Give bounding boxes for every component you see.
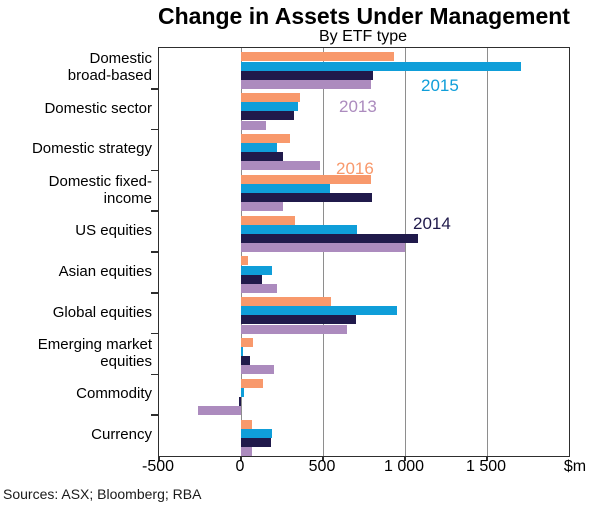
category-label: US equities <box>0 210 154 251</box>
bar-2015 <box>241 265 273 275</box>
bar-2014 <box>241 233 419 243</box>
bar-2015 <box>241 102 298 112</box>
bar-2013 <box>241 365 274 375</box>
category-label: Domestic broad-based <box>0 47 154 88</box>
gridline-1500 <box>487 48 488 456</box>
y-axis-category-labels: Domestic broad-based Domestic sector Domest… <box>0 47 154 455</box>
bar-2015 <box>241 183 331 193</box>
x-axis-label-1000: 1 000 <box>383 458 425 475</box>
series-label-2013: 2013 <box>339 97 377 116</box>
bar-2015 <box>241 387 245 397</box>
bar-2013 <box>241 446 252 456</box>
bar-2016 <box>241 419 253 429</box>
bar-2016 <box>241 297 332 307</box>
y-axis-tick <box>151 373 158 376</box>
bar-2016 <box>241 52 394 62</box>
series-label-2014: 2014 <box>413 214 451 233</box>
x-axis-tick <box>240 456 242 461</box>
bar-2015 <box>241 428 273 438</box>
gridline-1000 <box>405 48 406 456</box>
category-label-line: Domestic <box>89 50 152 68</box>
chart-title: Change in Assets Under Management <box>158 3 570 29</box>
bar-2016 <box>241 134 291 144</box>
y-axis-tick <box>151 169 158 172</box>
bar-2016 <box>241 215 296 225</box>
gridline-0 <box>241 48 242 456</box>
x-axis-tick <box>404 456 406 461</box>
x-axis-label--500: -500 <box>141 458 175 475</box>
y-axis-tick <box>151 251 158 253</box>
category-label-line: Domestic fixed- <box>48 172 152 190</box>
bar-2013 <box>241 242 405 252</box>
category-label-line: Global equities <box>52 303 152 321</box>
category-label-line: Commodity <box>76 385 152 403</box>
y-axis-tick <box>151 414 158 416</box>
bar-2016 <box>241 378 264 388</box>
bar-2013 <box>241 202 283 212</box>
y-axis-tick <box>151 88 158 90</box>
bar-2013 <box>198 406 241 416</box>
bar-2014 <box>239 397 241 407</box>
y-axis-tick <box>151 128 158 131</box>
bar-2015 <box>241 143 278 153</box>
y-axis-tick <box>151 210 158 212</box>
x-axis-tick <box>322 456 324 461</box>
x-axis-tick <box>486 456 488 461</box>
y-axis-tick <box>151 292 158 294</box>
bar-2016 <box>241 338 254 348</box>
chart-subtitle: By ETF type <box>318 28 408 45</box>
category-label-line: income <box>103 189 152 207</box>
bar-2015 <box>241 61 522 71</box>
category-label: Domestic sector <box>0 88 154 129</box>
category-label-line: Domestic sector <box>44 99 152 117</box>
series-label-2016: 2016 <box>336 159 374 178</box>
category-label: Commodity <box>0 373 154 414</box>
category-label-line: equities <box>100 352 152 370</box>
bar-2014 <box>241 274 263 284</box>
bar-2015 <box>241 347 244 357</box>
category-label-line: Emerging market <box>37 335 152 353</box>
x-axis-labels: -500 0 500 1 000 1 500 $m <box>142 458 586 478</box>
x-axis-label-1500: 1 500 <box>465 458 507 475</box>
bar-2013 <box>241 161 320 171</box>
bar-2014 <box>241 437 271 447</box>
category-label-line: Asian equities <box>58 262 152 280</box>
category-label: Asian equities <box>0 251 154 292</box>
category-label: Domestic strategy <box>0 129 154 170</box>
x-axis-label-0: 0 <box>235 458 245 475</box>
x-axis-label-500: 500 <box>308 458 336 475</box>
bar-2014 <box>241 111 295 121</box>
bar-2013 <box>241 79 371 89</box>
category-label: Domestic fixed-income <box>0 169 154 210</box>
y-axis-tick <box>151 332 158 335</box>
plot-area: 2015 2013 2016 2014 <box>151 47 570 461</box>
category-label-line: Currency <box>91 426 152 444</box>
bar-2014 <box>241 152 283 162</box>
x-axis-tick <box>158 456 160 461</box>
bar-2015 <box>241 306 397 316</box>
bar-2015 <box>241 224 358 234</box>
category-label-line: US equities <box>75 222 152 240</box>
bar-2016 <box>241 93 301 103</box>
bar-2014 <box>241 356 251 366</box>
gridline-500 <box>323 48 324 456</box>
bar-2013 <box>241 120 266 130</box>
category-label: Emerging market equities <box>0 333 154 374</box>
category-label: Global equities <box>0 292 154 333</box>
bar-2014 <box>241 70 374 80</box>
category-label: Currency <box>0 414 154 455</box>
x-axis-unit-label: $m <box>563 458 587 475</box>
bar-2014 <box>241 193 373 203</box>
bar-2016 <box>241 256 248 266</box>
bar-2013 <box>241 324 347 334</box>
category-label-line: Domestic strategy <box>31 140 152 158</box>
bar-2014 <box>241 315 356 325</box>
bar-2016 <box>241 174 372 184</box>
bar-2013 <box>241 283 278 293</box>
source-note: Sources: ASX; Bloomberg; RBA <box>3 486 202 502</box>
series-label-2015: 2015 <box>421 76 459 95</box>
category-label-line: broad-based <box>67 67 152 85</box>
